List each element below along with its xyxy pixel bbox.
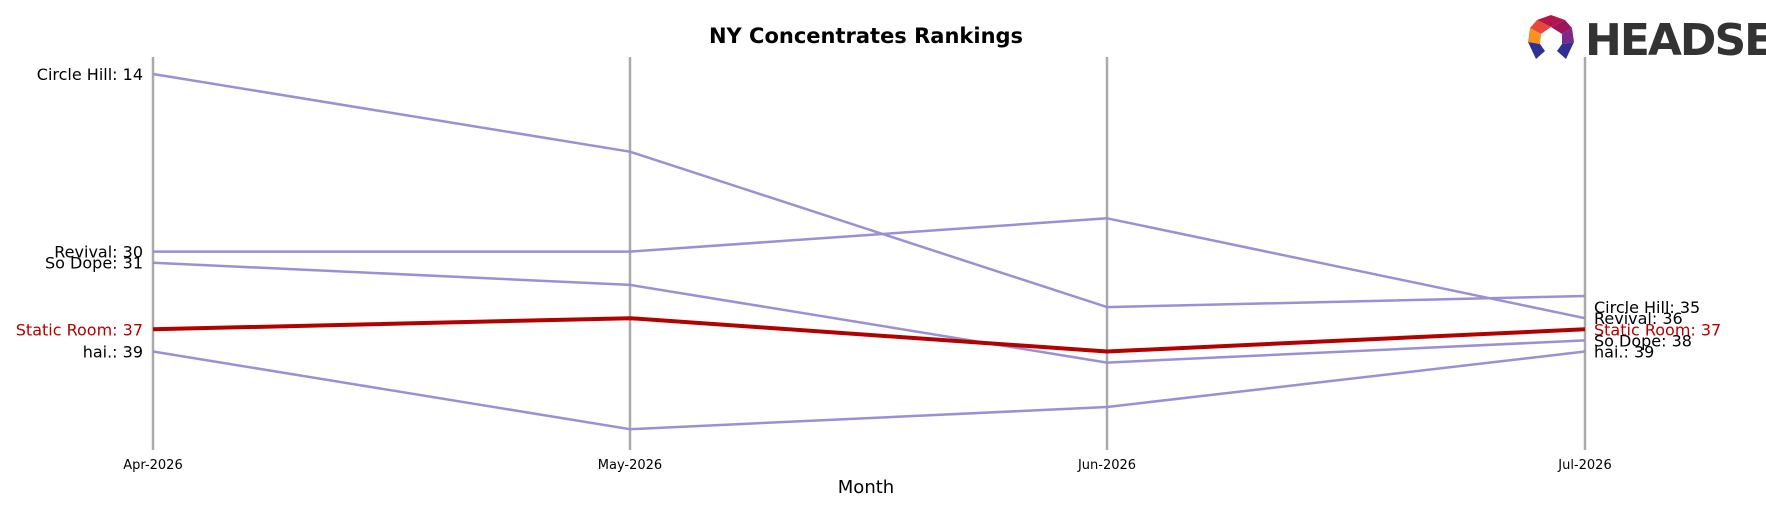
right-end-label: Circle Hill: 35 [1594,298,1700,317]
series-line-revival [153,217,1586,320]
x-tick-label: Apr-2026 [123,458,182,473]
series-line-so-dope [152,261,1586,364]
left-end-label: hai.: 39 [83,343,143,362]
left-end-label: Circle Hill: 14 [37,65,143,84]
series-line-hai- [152,350,1586,431]
grid-lines [151,57,1587,450]
series-line-circle-hill [152,72,1586,309]
left-end-label: Revival: 30 [54,243,143,262]
brand-name: HEADSET [1585,15,1766,66]
right-end-label: Static Room: 37 [1594,320,1721,339]
x-tick-label: Jun-2026 [1077,458,1136,473]
left-end-label: Static Room: 37 [16,320,143,339]
x-axis-ticks: Apr-2026 May-2026 Jun-2026 Jul-2026 [123,458,1611,473]
x-tick-label: May-2026 [598,458,662,473]
left-end-label: So Dope: 31 [45,254,143,273]
x-axis-label: Month [838,477,894,498]
right-end-label: hai.: 39 [1594,343,1654,362]
chart-title: NY Concentrates Rankings [709,24,1023,48]
headset-logo: HEADSET [1528,15,1766,66]
series-lines [152,72,1586,431]
right-end-label: So Dope: 38 [1594,331,1692,350]
logo-mark-icon [1528,15,1574,59]
right-end-label: Revival: 36 [1594,309,1683,328]
series-line-static-room [152,316,1586,354]
x-tick-label: Jul-2026 [1557,458,1611,473]
